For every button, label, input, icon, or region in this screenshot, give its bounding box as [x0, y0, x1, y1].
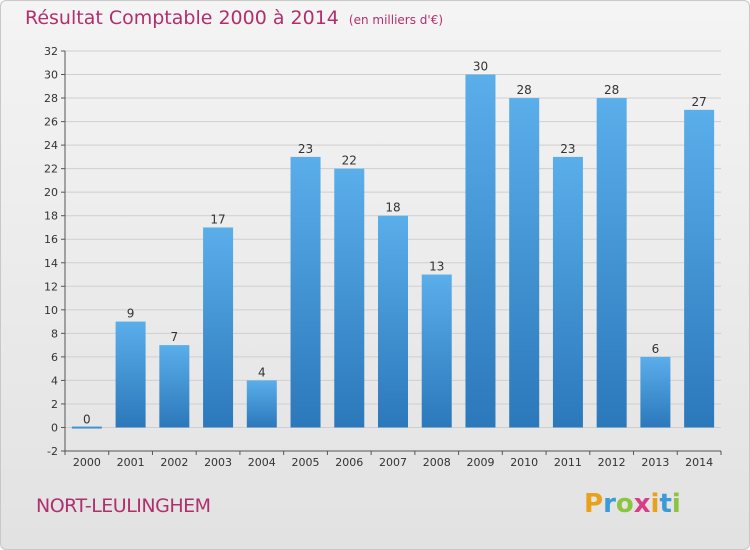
x-tick-label: 2001: [117, 456, 145, 469]
x-tick-label: 2008: [423, 456, 451, 469]
bar: [115, 321, 146, 428]
bar: [684, 109, 715, 428]
logo-letter: i: [650, 489, 660, 519]
y-tick-label: 26: [44, 116, 58, 129]
data-label: 4: [258, 365, 266, 379]
x-tick-label: 2002: [160, 456, 188, 469]
bar: [290, 156, 321, 428]
data-label: 23: [560, 142, 575, 156]
y-tick-label: 2: [51, 398, 58, 411]
data-labels: 0 9 7 17 4 23 22 18 13 30 28 23 28 6 27: [83, 60, 707, 427]
bar: [71, 426, 102, 429]
data-label: 0: [83, 412, 91, 426]
x-tick-label: 2003: [204, 456, 232, 469]
x-axis: 2000 2001 2002 2003 2004 2005 2006 2007 2008 2009…: [64, 450, 722, 469]
x-tick-label: 2004: [248, 456, 276, 469]
x-tick-label: 2012: [598, 456, 626, 469]
y-tick-label: 24: [44, 139, 58, 152]
x-tick-label: 2014: [685, 456, 713, 469]
x-tick-label: 2007: [379, 456, 407, 469]
logo-letter: P: [584, 489, 604, 519]
data-label: 28: [604, 83, 619, 97]
y-tick-label: 14: [44, 257, 58, 270]
bar: [246, 380, 277, 428]
data-label: 17: [210, 212, 225, 226]
bar: [552, 156, 583, 428]
data-label: 28: [517, 83, 532, 97]
bar: [640, 356, 671, 428]
x-tick-label: 2000: [73, 456, 101, 469]
chart-title-text: Résultat Comptable 2000 à 2014: [25, 7, 339, 29]
y-tick-label: 28: [44, 92, 58, 105]
y-tick-label: 32: [44, 45, 58, 58]
bar: [509, 98, 540, 428]
data-label: 27: [691, 95, 706, 109]
logo-letter: t: [659, 489, 672, 519]
chart-subtitle: (en milliers d'€): [348, 13, 444, 27]
y-tick-label: 4: [51, 374, 58, 387]
y-tick-label: -2: [47, 445, 58, 458]
y-tick-label: 10: [44, 304, 58, 317]
x-tick-label: 2006: [335, 456, 363, 469]
data-label: 22: [342, 154, 357, 168]
x-tick-label: 2011: [554, 456, 582, 469]
y-tick-label: 20: [44, 186, 58, 199]
bar: [421, 274, 452, 428]
x-tick-label: 2005: [292, 456, 320, 469]
y-tick-label: 6: [51, 351, 58, 364]
y-tick-label: 0: [51, 421, 58, 434]
bar: [203, 227, 234, 428]
data-label: 13: [429, 260, 444, 274]
x-tick-label: 2009: [466, 456, 494, 469]
data-label: 7: [171, 330, 179, 344]
data-label: 6: [652, 342, 660, 356]
x-tick-label: 2010: [510, 456, 538, 469]
x-tick-label: 2013: [641, 456, 669, 469]
bar: [378, 215, 408, 428]
bar: [334, 168, 365, 428]
logo-letter: x: [633, 489, 651, 519]
bars: [71, 74, 715, 429]
logo-letter: r: [603, 489, 616, 519]
y-tick-label: 18: [44, 210, 58, 223]
data-label: 23: [298, 142, 313, 156]
data-label: 9: [127, 307, 135, 321]
logo-letter: i: [671, 489, 681, 519]
data-label: 18: [385, 201, 400, 215]
logo-letter: o: [615, 489, 634, 519]
proxiti-logo: Proxiti: [584, 489, 681, 519]
y-tick-label: 12: [44, 280, 58, 293]
chart-title: Résultat Comptable 2000 à 2014 (en millie…: [25, 7, 443, 29]
y-tick-label: 8: [51, 327, 58, 340]
bar: [596, 98, 627, 428]
bar: [465, 74, 496, 428]
y-tick-label: 22: [44, 163, 58, 176]
y-tick-label: 30: [44, 69, 58, 82]
bar: [159, 345, 190, 428]
data-label: 30: [473, 60, 488, 74]
place-name: NORT-LEULINGHEM: [36, 495, 211, 517]
y-tick-label: 16: [44, 233, 58, 246]
